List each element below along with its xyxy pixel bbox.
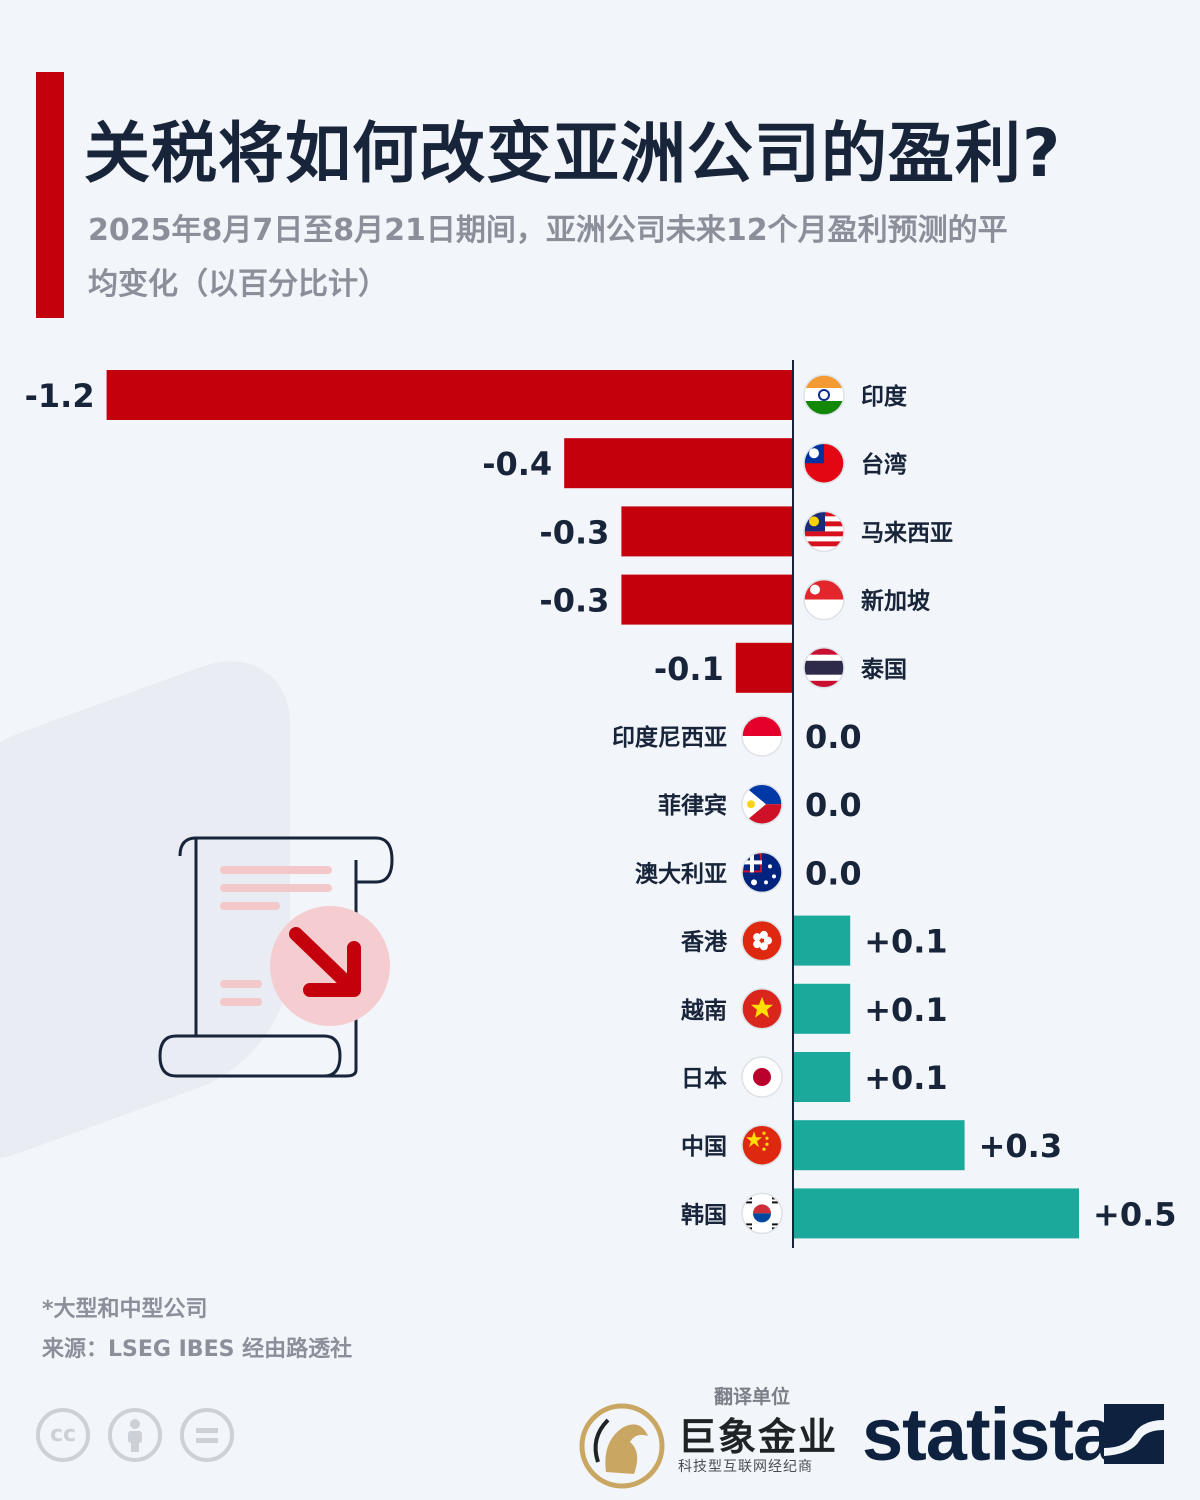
- bar: [793, 1052, 851, 1102]
- translator-tagline: 科技型互联网经纪商: [678, 1459, 813, 1475]
- cc-icon[interactable]: cc: [36, 1408, 90, 1462]
- bar-value-label: +0.5: [1093, 1195, 1177, 1233]
- statista-wordmark: statista: [862, 1393, 1114, 1476]
- category-label: 韩国: [681, 1201, 727, 1228]
- bar: [793, 983, 851, 1034]
- bar: [735, 642, 793, 693]
- page-subtitle: 2025年8月7日至8月21日期间，亚洲公司未来12个月盈利预测的平均变化（以百…: [88, 213, 1008, 302]
- category-label: 澳大利亚: [635, 861, 727, 887]
- category-label: 香港: [681, 930, 728, 956]
- bar-value-label: -0.1: [654, 650, 724, 688]
- category-label: 泰国: [860, 656, 907, 683]
- footnote-note: *大型和中型公司: [42, 1297, 208, 1322]
- bar-value-label: -0.3: [539, 582, 609, 620]
- category-label: 越南: [681, 998, 727, 1024]
- category-label: 马来西亚: [861, 520, 953, 546]
- category-label: 新加坡: [861, 588, 930, 615]
- thailand-flag-icon: [803, 647, 845, 689]
- bar-value-label: +0.1: [864, 1059, 948, 1097]
- earnings-change-chart: -1.2 印度 -0.4 台湾 -0.3 马来西亚 -0.3 新加坡 -0.1 泰国 0.0 印度尼西…: [25, 360, 1177, 1248]
- bar: [793, 1120, 965, 1171]
- bar: [564, 438, 793, 489]
- translator-block: 翻译单位 巨象金业 科技型互联网经纪商: [578, 1380, 838, 1490]
- indonesia-flag-icon: [741, 715, 783, 757]
- bar-value-label: +0.1: [864, 991, 948, 1029]
- singapore-flag-icon: [803, 578, 845, 621]
- category-label: 中国: [681, 1134, 727, 1160]
- translator-name: 巨象金业: [678, 1415, 839, 1459]
- bar-value-label: 0.0: [805, 786, 862, 824]
- korea-flag-icon: [741, 1192, 783, 1235]
- statista-logo-icon: [1104, 1404, 1164, 1464]
- page-title: 关税将如何改变亚洲公司的盈利?: [84, 115, 1062, 192]
- title-accent-bar: [36, 72, 64, 318]
- footnote: *大型和中型公司 来源：LSEG IBES 经由路透社: [42, 1290, 352, 1370]
- taiwan-flag-icon: [803, 442, 845, 484]
- china-flag-icon: [741, 1124, 783, 1166]
- bar-value-label: 0.0: [805, 854, 862, 892]
- bar: [106, 370, 794, 420]
- japan-flag-icon: [741, 1056, 783, 1098]
- bar-value-label: 0.0: [805, 718, 862, 756]
- bar: [621, 506, 793, 557]
- category-label: 台湾: [861, 451, 907, 478]
- translator-logo-icon: [579, 1403, 665, 1489]
- document-down-arrow-icon: [158, 836, 394, 1078]
- malaysia-flag-icon: [803, 510, 845, 553]
- category-label: 菲律宾: [658, 792, 727, 819]
- bar-value-label: -0.3: [539, 513, 609, 551]
- bar-value-label: +0.3: [979, 1127, 1063, 1165]
- category-label: 印度: [861, 383, 908, 410]
- category-label: 印度尼西亚: [612, 724, 727, 751]
- category-label: 日本: [681, 1066, 727, 1092]
- philippines-flag-icon: [741, 783, 783, 825]
- attribution-icon[interactable]: [108, 1408, 162, 1462]
- no-derivatives-icon[interactable]: [180, 1408, 234, 1462]
- bar: [621, 574, 793, 625]
- source-note: 来源：LSEG IBES 经由路透社: [42, 1337, 353, 1362]
- bar-value-label: +0.1: [864, 923, 948, 961]
- vietnam-flag-icon: [741, 988, 783, 1030]
- statista-logo[interactable]: statista: [862, 1392, 1114, 1477]
- hongkong-flag-icon: [741, 919, 783, 962]
- bar-value-label: -0.4: [482, 445, 552, 483]
- translator-label: 翻译单位: [714, 1386, 791, 1408]
- bar-value-label: -1.2: [25, 377, 95, 415]
- bar: [793, 915, 851, 966]
- india-flag-icon: [803, 374, 845, 416]
- australia-flag-icon: [741, 851, 783, 894]
- bar: [793, 1188, 1079, 1239]
